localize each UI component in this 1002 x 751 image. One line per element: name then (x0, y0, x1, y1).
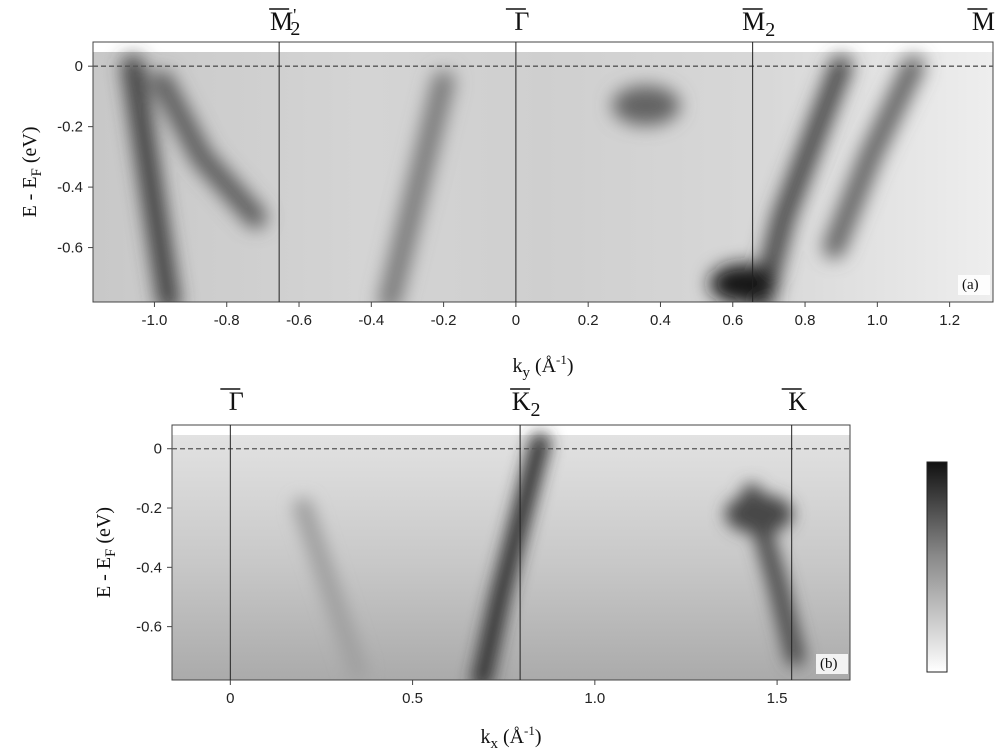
symmetry-point-label-b2: K (788, 387, 807, 416)
x-tick-label-a8: 0.6 (722, 312, 743, 329)
x-tick-label-b3: 1.5 (767, 690, 788, 707)
colorbar (926, 461, 948, 673)
intensity-map-a (93, 42, 993, 302)
spot-a-0 (612, 85, 681, 126)
panel-a: M' 2 Γ M2 M -1.0 -0.8 -0.6 -0.4 -0.2 0 0.2 0.4 0.6 0.8… (19, 5, 995, 381)
x-axis-label-a: ky (Å-1) (512, 352, 573, 381)
x-tick-label-a11: 1.2 (939, 312, 960, 329)
x-tick-label-a2: -0.6 (286, 312, 312, 329)
x-tick-label-a4: -0.2 (431, 312, 457, 329)
y-tick-label-a2: -0.4 (57, 179, 83, 196)
panel-tag-b: (b) (820, 656, 838, 672)
y-tick-label-b0: 0 (154, 441, 162, 458)
plot-frame-b (171, 424, 851, 681)
x-tick-label-a5: 0 (512, 312, 520, 329)
spot-b-0 (724, 493, 793, 534)
symmetry-point-label-a1: Γ (514, 7, 529, 36)
x-tick-label-a9: 0.8 (795, 312, 816, 329)
panel-tag-a: (a) (962, 277, 979, 293)
x-tick-label-a0: -1.0 (142, 312, 168, 329)
band-a-1 (150, 70, 267, 229)
intensity-map-b (172, 425, 850, 680)
x-tick-label-a10: 1.0 (867, 312, 888, 329)
band-a-2 (378, 70, 455, 302)
intensity-background-a (93, 52, 993, 302)
x-tick-label-b1: 0.5 (402, 690, 423, 707)
symmetry-point-label-b0: Γ (229, 387, 244, 416)
spot-a-1 (709, 263, 778, 302)
y-tick-label-a0: 0 (75, 58, 83, 75)
band-b-2 (293, 498, 368, 680)
x-tick-label-b2: 1.0 (584, 690, 605, 707)
symmetry-point-label-a0: M' 2 (270, 5, 300, 40)
plot-frame-a (92, 41, 994, 303)
y-axis-label-a: E - EF (eV) (19, 126, 45, 217)
x-tick-label-a1: -0.8 (214, 312, 240, 329)
y-tick-label-b2: -0.4 (136, 559, 162, 576)
symmetry-point-label-ae: M (972, 7, 995, 36)
x-tick-label-b0: 0 (226, 690, 234, 707)
colorbar-gradient (926, 461, 948, 673)
y-tick-label-a1: -0.2 (57, 119, 83, 136)
band-b-0 (471, 432, 551, 680)
y-tick-label-a3: -0.6 (57, 240, 83, 257)
symmetry-point-label-a2: M2 (742, 7, 775, 41)
y-axis-label-b: E - EF (eV) (93, 507, 119, 598)
band-a-0 (121, 55, 180, 302)
x-tick-label-a3: -0.4 (358, 312, 384, 329)
panel-b: Γ K2 K 0 0.5 1.0 1.5 0 -0.2 -0.4 -0.6 kx (Å-1) E - E… (93, 387, 851, 751)
x-tick-label-a6: 0.2 (578, 312, 599, 329)
y-tick-label-b1: -0.2 (136, 500, 162, 517)
symmetry-point-label-b1: K2 (512, 387, 541, 421)
x-axis-label-b: kx (Å-1) (480, 723, 541, 751)
band-a-4 (823, 55, 925, 259)
x-tick-label-a7: 0.4 (650, 312, 671, 329)
y-tick-label-b3: -0.6 (136, 619, 162, 636)
